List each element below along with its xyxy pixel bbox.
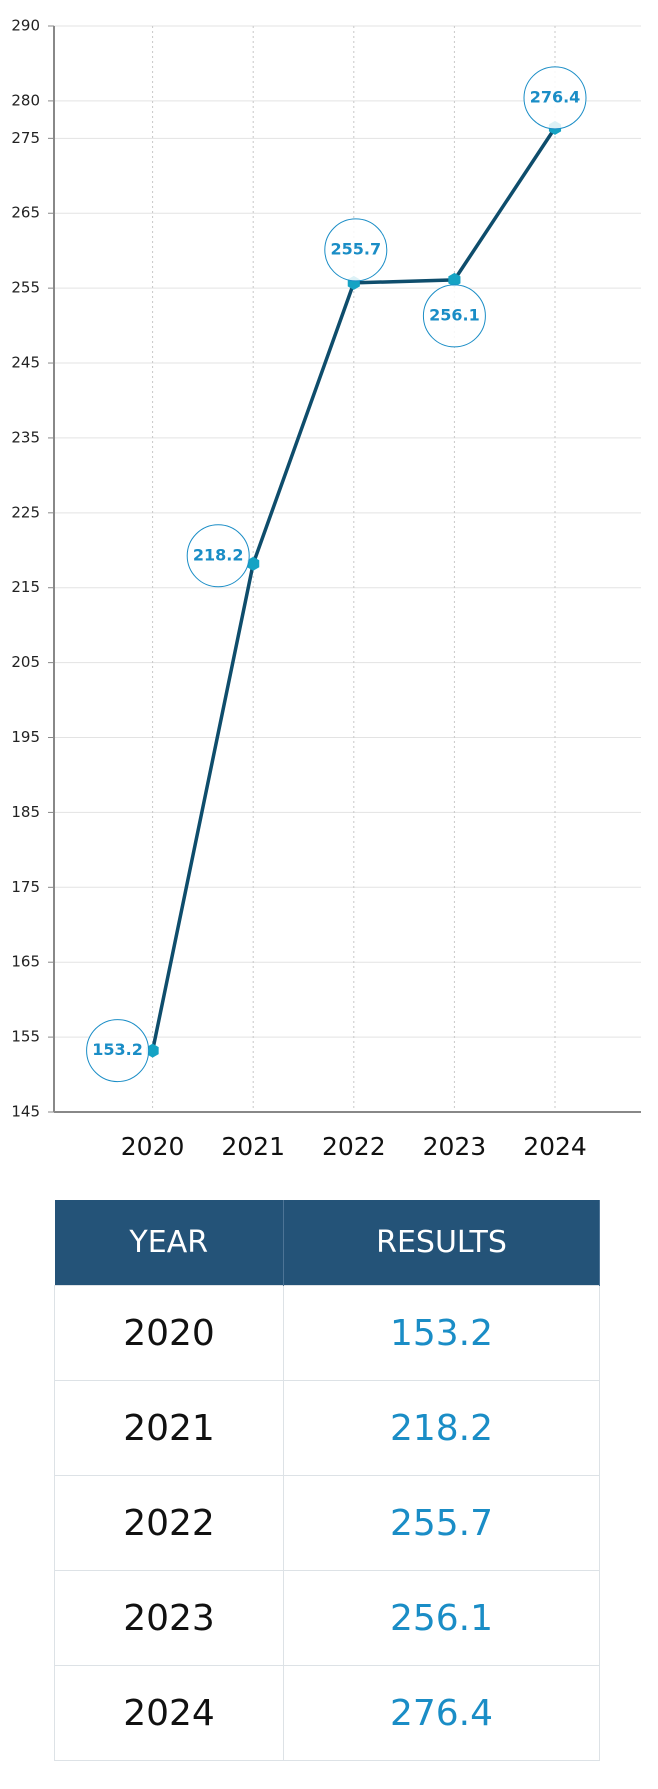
x-tick-label: 2020	[121, 1132, 185, 1161]
x-tick-label: 2023	[423, 1132, 487, 1161]
table-header: YEAR RESULTS	[54, 1200, 600, 1286]
table-row: 2020 153.2	[54, 1285, 600, 1381]
y-tick-label: 235	[11, 428, 40, 446]
result-cell: 153.2	[283, 1285, 600, 1381]
label-bubble	[186, 524, 250, 588]
x-tick-label: 2024	[523, 1132, 587, 1161]
data-label: 153.2	[92, 1040, 143, 1059]
data-label: 256.1	[429, 305, 480, 324]
year-cell: 2022	[54, 1475, 284, 1571]
result-cell: 218.2	[283, 1380, 600, 1476]
table-row: 2023 256.1	[54, 1570, 600, 1666]
label-bubble	[422, 284, 486, 348]
y-tick-label: 275	[11, 129, 40, 147]
y-tick-label: 145	[11, 1103, 40, 1121]
marker	[448, 272, 461, 287]
label-bubble	[324, 218, 388, 282]
y-tick-label: 215	[11, 578, 40, 596]
label-bubble	[86, 1019, 150, 1083]
result-cell: 276.4	[283, 1665, 600, 1761]
year-cell: 2023	[54, 1570, 284, 1666]
marker	[146, 1043, 159, 1058]
year-cell: 2024	[54, 1665, 284, 1761]
data-label: 218.2	[193, 545, 244, 564]
y-tick-label: 175	[11, 878, 40, 896]
y-tick-label: 225	[11, 503, 40, 521]
result-cell: 255.7	[283, 1475, 600, 1571]
y-tick-label: 255	[11, 279, 40, 297]
data-label: 255.7	[330, 239, 381, 258]
x-tick-label: 2021	[221, 1132, 285, 1161]
x-tick-label: 2022	[322, 1132, 386, 1161]
year-cell: 2021	[54, 1380, 284, 1476]
year-cell: 2020	[54, 1285, 284, 1381]
chart: 290 280 275 265 255 245 235 225 215 205 195 185 175 1…	[11, 17, 641, 1161]
y-tick-label: 165	[11, 953, 40, 971]
header-cell: RESULTS	[283, 1200, 600, 1286]
label-bubble	[523, 66, 587, 130]
y-tick-label: 195	[11, 728, 40, 746]
marker	[247, 556, 260, 571]
y-tick-label: 245	[11, 354, 40, 372]
table-row: 2024 276.4	[54, 1665, 600, 1761]
y-tick-label: 155	[11, 1028, 40, 1046]
result-cell: 256.1	[283, 1570, 600, 1666]
y-tick-label: 290	[11, 17, 40, 35]
y-tick-label: 280	[11, 91, 40, 109]
y-tick-label: 265	[11, 204, 40, 222]
y-tick-label: 205	[11, 653, 40, 671]
data-label: 276.4	[530, 87, 581, 106]
results-table: YEAR RESULTS 2020 153.2 2021 218.2 2022 255.7…	[54, 1200, 600, 1761]
header-cell: YEAR	[54, 1200, 284, 1286]
table-row: 2022 255.7	[54, 1475, 600, 1571]
y-tick-label: 185	[11, 803, 40, 821]
table-row: 2021 218.2	[54, 1380, 600, 1476]
